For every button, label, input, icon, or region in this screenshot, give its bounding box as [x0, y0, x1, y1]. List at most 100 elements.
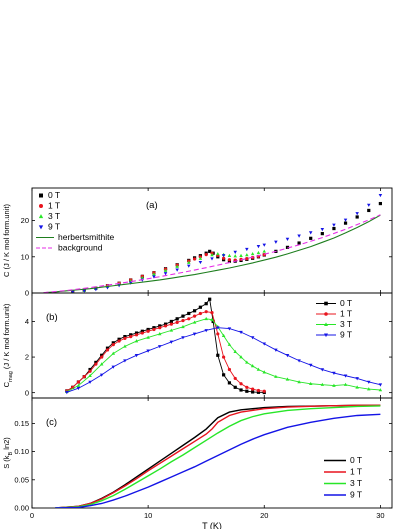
data-point-0-t	[129, 333, 133, 337]
data-point-3-t	[256, 250, 261, 255]
data-point-3-t	[245, 360, 249, 364]
data-point-9-t	[192, 332, 197, 336]
data-point-0-t	[105, 346, 110, 350]
data-point-0-t	[309, 236, 313, 240]
panel-label: (a)	[146, 200, 158, 211]
data-point-9-t	[256, 245, 261, 249]
data-point-3-t	[123, 344, 127, 348]
data-point-9-t	[297, 359, 301, 363]
y-tick-label: 0.10	[14, 447, 29, 456]
legend-label-1-t: 1 T	[48, 201, 60, 211]
data-point-9-t	[216, 326, 220, 330]
data-point-3-t	[343, 382, 348, 386]
data-point-9-t	[367, 380, 371, 384]
data-point-1-t	[204, 310, 208, 314]
data-point-1-t	[204, 253, 208, 257]
data-point-3-t	[285, 377, 290, 381]
data-point-0-t	[251, 390, 255, 394]
data-point-3-t	[146, 335, 150, 339]
series-line-9-t	[55, 413, 381, 508]
data-point-0-t	[146, 327, 150, 332]
data-point-0-t	[88, 367, 92, 372]
data-point-1-t	[163, 324, 168, 328]
data-point-9-t	[262, 243, 267, 247]
panel-a: 0 10 20 C (J / K mol form.unit) (a) 0 T1 T3 T…	[2, 187, 393, 298]
data-point-1-t	[146, 329, 150, 333]
data-point-9-t	[146, 349, 150, 353]
data-point-9-t	[123, 359, 127, 363]
data-point-9-t	[239, 330, 243, 335]
series-line-1-t	[55, 404, 381, 508]
data-point-1-t	[187, 317, 191, 321]
data-point-3-t	[99, 362, 104, 366]
data-point-0-t	[163, 322, 168, 326]
data-point-3-t	[250, 251, 255, 256]
data-point-1-t	[169, 322, 173, 326]
x-tick-label: 30	[376, 511, 384, 520]
data-point-1-t	[134, 333, 139, 337]
legend-marker-1-t	[324, 312, 328, 316]
y-tick-label: 4	[25, 317, 29, 326]
x-tick-label: 10	[144, 511, 152, 520]
legend: 0 T1 T3 T9 T	[316, 298, 352, 340]
legend-label-1-t: 1 T	[350, 467, 362, 477]
data-point-9-t	[65, 391, 69, 395]
data-point-1-t	[227, 367, 232, 372]
data-point-3-t	[308, 381, 313, 386]
data-point-1-t	[251, 387, 255, 391]
legend-marker-1-t	[39, 204, 43, 208]
data-point-1-t	[210, 310, 214, 315]
data-point-3-t	[262, 370, 267, 374]
series-line-3-t	[55, 405, 381, 508]
data-point-3-t	[221, 333, 226, 337]
legend-marker-9-t	[324, 333, 328, 338]
data-point-0-t	[245, 389, 249, 393]
data-point-1-t	[192, 257, 197, 261]
legend-label-3-t: 3 T	[350, 478, 362, 488]
data-point-0-t	[100, 353, 104, 357]
data-point-9-t	[204, 329, 208, 333]
data-point-3-t	[239, 355, 243, 359]
data-point-3-t	[274, 374, 278, 378]
data-point-3-t	[152, 272, 156, 276]
data-point-0-t	[239, 388, 243, 392]
data-point-3-t	[210, 317, 214, 321]
data-point-1-t	[239, 382, 243, 386]
legend-label-3-t: 3 T	[340, 319, 352, 329]
legend-marker-9-t	[38, 225, 44, 230]
data-point-9-t	[367, 203, 371, 207]
data-point-3-t	[175, 264, 179, 268]
panel-label: (b)	[46, 312, 58, 323]
data-point-0-t	[208, 297, 212, 301]
legend-label-1-t: 1 T	[340, 309, 352, 319]
legend-label-0-t: 0 T	[340, 298, 352, 308]
data-point-1-t	[152, 327, 156, 332]
x-tick-label: 20	[260, 511, 268, 520]
data-point-3-t	[181, 324, 185, 329]
data-point-3-t	[134, 339, 139, 343]
data-point-3-t	[187, 260, 191, 264]
legend-label-0-t: 0 T	[48, 190, 60, 200]
data-point-0-t	[355, 215, 359, 219]
series-line-9-t	[66, 327, 381, 393]
data-point-0-t	[320, 232, 324, 236]
data-point-9-t	[157, 345, 162, 349]
data-point-9-t	[378, 193, 383, 198]
data-point-3-t	[227, 342, 232, 346]
legend-label-9-t: 9 T	[48, 222, 60, 232]
data-point-0-t	[192, 309, 197, 313]
x-tick-label: 0	[30, 511, 34, 520]
data-point-3-t	[111, 351, 116, 355]
legend-label-background: background	[58, 243, 103, 253]
legend-marker-0-t	[39, 193, 43, 198]
data-point-9-t	[343, 374, 348, 378]
data-point-1-t	[175, 320, 179, 324]
legend-label-9-t: 9 T	[350, 490, 362, 500]
data-point-9-t	[111, 365, 116, 369]
data-point-3-t	[378, 388, 383, 392]
data-point-3-t	[250, 364, 255, 368]
data-point-3-t	[233, 254, 237, 258]
data-point-1-t	[129, 335, 133, 339]
data-point-9-t	[297, 234, 301, 238]
